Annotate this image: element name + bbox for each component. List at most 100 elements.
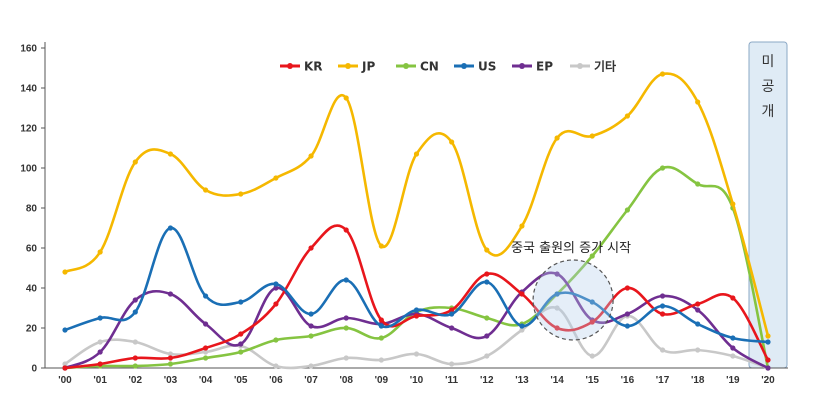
data-point-cn bbox=[484, 315, 490, 321]
x-tick-label: '09 bbox=[375, 375, 389, 386]
data-point-kr bbox=[449, 307, 455, 313]
data-point-jp bbox=[413, 151, 420, 157]
legend-label-us: US bbox=[478, 60, 496, 74]
legend-marker-jp bbox=[345, 63, 351, 69]
data-point-ep bbox=[659, 293, 666, 299]
x-tick-label: '15 bbox=[585, 375, 599, 386]
x-tick-label: '00 bbox=[58, 375, 72, 386]
x-tick-label: '13 bbox=[515, 375, 529, 386]
data-point-ep bbox=[449, 325, 455, 331]
x-tick-label: '03 bbox=[164, 375, 178, 386]
data-point-jp bbox=[343, 95, 349, 101]
data-point-cn bbox=[132, 363, 138, 369]
x-tick-label: '10 bbox=[410, 375, 424, 386]
data-point-jp bbox=[765, 333, 771, 339]
data-point-us bbox=[132, 309, 138, 315]
data-point-kr bbox=[413, 313, 420, 319]
data-point-기타 bbox=[695, 347, 701, 353]
legend-label-jp: JP bbox=[361, 60, 375, 74]
data-point-jp bbox=[449, 139, 455, 145]
data-point-us bbox=[203, 293, 209, 299]
data-point-ep bbox=[624, 311, 631, 317]
x-tick-label: '12 bbox=[480, 375, 494, 386]
data-point-기타 bbox=[589, 353, 595, 359]
x-tick-label: '07 bbox=[304, 375, 318, 386]
data-point-cn bbox=[308, 333, 314, 339]
data-point-기타 bbox=[343, 355, 349, 361]
data-point-ep bbox=[484, 333, 490, 339]
data-point-us bbox=[695, 321, 701, 327]
data-point-ep bbox=[343, 315, 349, 321]
data-point-jp bbox=[273, 175, 279, 181]
data-point-us bbox=[765, 339, 771, 345]
data-point-기타 bbox=[519, 327, 525, 333]
data-point-us bbox=[378, 323, 384, 329]
data-point-cn bbox=[203, 355, 209, 361]
data-point-기타 bbox=[203, 349, 209, 355]
legend-marker-cn bbox=[403, 63, 409, 69]
data-point-kr bbox=[484, 271, 490, 277]
data-point-kr bbox=[203, 345, 209, 351]
data-point-jp bbox=[378, 243, 384, 249]
x-tick-label: '20 bbox=[761, 375, 775, 386]
data-point-기타 bbox=[132, 339, 138, 345]
y-tick-label: 20 bbox=[26, 324, 38, 335]
data-point-기타 bbox=[167, 351, 174, 357]
x-tick-label: '17 bbox=[656, 375, 670, 386]
data-point-기타 bbox=[554, 305, 560, 311]
data-point-ep bbox=[730, 345, 736, 351]
data-point-kr bbox=[589, 319, 595, 325]
x-tick-label: '11 bbox=[445, 375, 458, 386]
legend-marker-ep bbox=[519, 63, 525, 69]
data-point-kr bbox=[659, 311, 666, 317]
data-point-jp bbox=[238, 191, 244, 197]
data-point-kr bbox=[343, 227, 349, 233]
data-point-ep bbox=[238, 341, 244, 347]
y-tick-label: 140 bbox=[20, 84, 37, 95]
data-point-us bbox=[62, 327, 68, 333]
x-tick-label: '08 bbox=[339, 375, 353, 386]
data-point-기타 bbox=[484, 353, 490, 359]
x-tick-label: '14 bbox=[550, 375, 564, 386]
data-point-ep bbox=[167, 291, 174, 297]
data-point-ep bbox=[695, 307, 701, 313]
data-point-기타 bbox=[659, 347, 666, 353]
data-point-kr bbox=[378, 317, 384, 323]
data-point-ep bbox=[132, 297, 138, 303]
data-point-jp bbox=[659, 71, 666, 77]
x-tick-label: '02 bbox=[129, 375, 143, 386]
y-tick-label: 80 bbox=[26, 204, 38, 215]
data-point-us bbox=[484, 279, 490, 285]
data-point-kr bbox=[765, 357, 771, 363]
legend-label-ep: EP bbox=[536, 60, 553, 74]
x-tick-label: '05 bbox=[234, 375, 248, 386]
data-point-cn bbox=[589, 253, 595, 259]
data-point-기타 bbox=[449, 361, 455, 367]
data-point-jp bbox=[519, 223, 525, 229]
data-point-us bbox=[449, 311, 455, 317]
legend-label-기타: 기타 bbox=[594, 59, 616, 74]
data-point-us bbox=[167, 225, 174, 231]
data-point-jp bbox=[695, 99, 701, 105]
legend-marker-kr bbox=[287, 63, 293, 69]
data-point-kr bbox=[624, 285, 631, 291]
x-tick-label: '18 bbox=[691, 375, 705, 386]
data-point-kr bbox=[273, 301, 279, 307]
data-point-us bbox=[413, 307, 420, 313]
data-point-jp bbox=[730, 201, 736, 207]
legend-marker-us bbox=[461, 63, 467, 69]
data-point-us bbox=[519, 323, 525, 329]
data-point-cn bbox=[167, 361, 174, 367]
x-tick-label: '04 bbox=[199, 375, 213, 386]
y-tick-label: 100 bbox=[20, 164, 37, 175]
data-point-jp bbox=[589, 133, 595, 139]
data-point-ep bbox=[765, 365, 771, 371]
data-point-cn bbox=[273, 337, 279, 343]
data-point-us bbox=[624, 323, 631, 329]
data-point-jp bbox=[132, 159, 138, 165]
x-tick-label: '06 bbox=[269, 375, 283, 386]
data-point-cn bbox=[659, 165, 666, 171]
data-point-us bbox=[97, 315, 103, 321]
legend-marker-기타 bbox=[577, 63, 583, 69]
